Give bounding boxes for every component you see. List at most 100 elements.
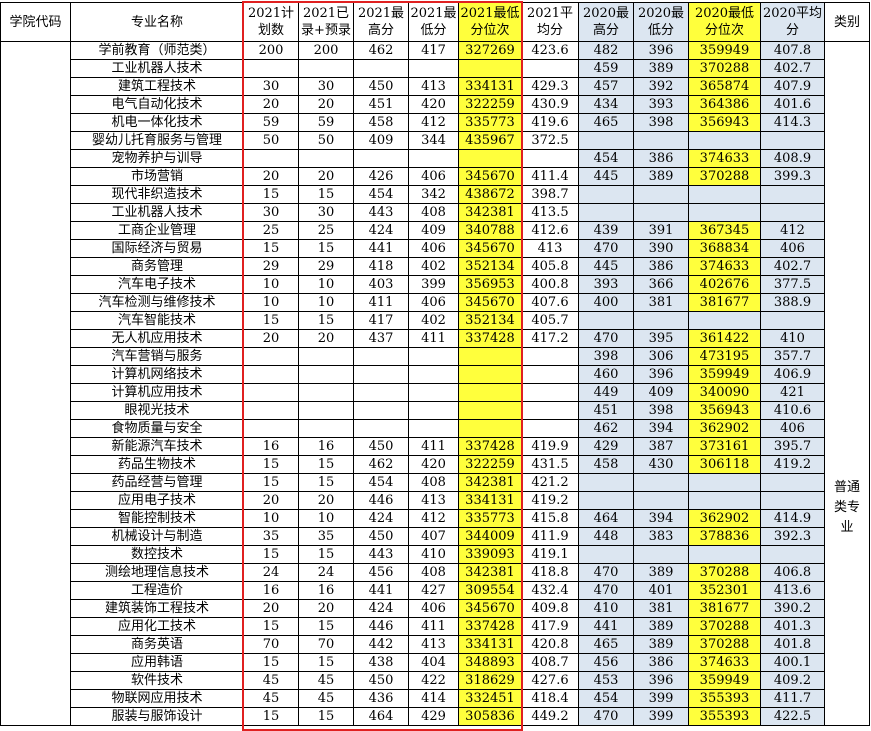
- header-row: 学院代码 专业名称 2021计划数 2021已录+预录 2021最高分 2021最低分 20…: [0, 2, 870, 42]
- score-cell: [298, 149, 354, 168]
- score-cell: 392: [633, 77, 689, 96]
- score-cell: 462: [353, 455, 409, 474]
- score-cell: 446: [353, 617, 409, 636]
- score-cell: 322259: [458, 95, 522, 114]
- score-cell: [408, 365, 459, 384]
- score-cell: 356953: [458, 275, 522, 294]
- table-row: 食物质量与安全 462 394 362902 406: [1, 419, 870, 438]
- column-header: 专业名称: [70, 2, 244, 42]
- score-cell: 306118: [688, 455, 761, 474]
- score-cell: 454: [578, 689, 634, 708]
- score-cell: 446: [353, 491, 409, 510]
- score-cell: 10: [298, 275, 354, 294]
- score-cell: 411: [408, 617, 459, 636]
- table-row: 数控技术 15 15 443 410 339093 419.1: [1, 545, 870, 564]
- score-cell: 396: [633, 41, 689, 60]
- score-cell: 389: [633, 635, 689, 654]
- score-cell: 364386: [688, 95, 761, 114]
- score-cell: 334131: [458, 635, 522, 654]
- score-cell: 355393: [688, 707, 761, 726]
- score-cell: 16: [298, 581, 354, 600]
- score-cell: 430: [633, 455, 689, 474]
- score-cell: 409: [408, 221, 459, 240]
- major-name: 服装与服饰设计: [70, 707, 244, 726]
- score-cell: 35: [243, 527, 299, 546]
- score-cell: 482: [578, 41, 634, 60]
- score-cell: 50: [243, 131, 299, 150]
- score-cell: 386: [633, 149, 689, 168]
- score-cell: 70: [298, 635, 354, 654]
- major-name: 商务英语: [70, 635, 244, 654]
- column-header: 2020最低分: [633, 2, 689, 42]
- score-cell: 417.2: [521, 329, 579, 348]
- score-cell: 407.9: [760, 77, 825, 96]
- score-cell: [633, 131, 689, 150]
- score-cell: 395: [633, 329, 689, 348]
- score-cell: 20: [298, 599, 354, 618]
- score-cell: 406: [408, 239, 459, 258]
- score-cell: 459: [578, 59, 634, 78]
- score-cell: 381677: [688, 599, 761, 618]
- score-cell: 342: [408, 185, 459, 204]
- score-cell: 401.6: [760, 95, 825, 114]
- score-cell: 402.7: [760, 257, 825, 276]
- score-cell: 10: [298, 509, 354, 528]
- score-cell: 407.6: [521, 293, 579, 312]
- score-cell: 409: [633, 383, 689, 402]
- score-cell: [408, 59, 459, 78]
- score-cell: 399.3: [760, 167, 825, 186]
- major-name: 现代非织造技术: [70, 185, 244, 204]
- score-cell: 378836: [688, 527, 761, 546]
- table-row: 服装与服饰设计 15 15 464 429 305836 449.2 470 399 355393…: [1, 707, 870, 726]
- score-cell: 388.9: [760, 293, 825, 312]
- major-name: 机电一体化技术: [70, 113, 244, 132]
- score-cell: 406.9: [760, 365, 825, 384]
- score-cell: 29: [298, 257, 354, 276]
- score-cell: 20: [298, 491, 354, 510]
- score-cell: 406: [408, 599, 459, 618]
- major-name: 新能源汽车技术: [70, 437, 244, 456]
- score-cell: 396: [633, 671, 689, 690]
- score-cell: [578, 185, 634, 204]
- score-cell: 15: [298, 653, 354, 672]
- score-cell: 429.3: [521, 77, 579, 96]
- major-name: 婴幼儿托育服务与管理: [70, 131, 244, 150]
- score-cell: 411: [353, 293, 409, 312]
- major-name: 国际经济与贸易: [70, 239, 244, 258]
- score-cell: [243, 149, 299, 168]
- score-cell: 30: [243, 77, 299, 96]
- score-cell: 361422: [688, 329, 761, 348]
- score-cell: 443: [353, 203, 409, 222]
- column-header: 2021最高分: [353, 2, 409, 42]
- score-cell: 15: [298, 455, 354, 474]
- score-cell: 35: [298, 527, 354, 546]
- score-cell: 462: [353, 41, 409, 60]
- table-row: 工业机器人技术 30 30 443 408 342381 413.5: [1, 203, 870, 222]
- score-cell: 413: [408, 77, 459, 96]
- column-header: 2021最低分位次: [458, 2, 522, 42]
- score-cell: 387: [633, 437, 689, 456]
- table-row: 工程造价 16 16 441 427 309554 432.4 470 401 352301 413…: [1, 581, 870, 600]
- score-cell: 374633: [688, 149, 761, 168]
- score-cell: 419.2: [521, 491, 579, 510]
- score-cell: [760, 185, 825, 204]
- score-cell: 432.4: [521, 581, 579, 600]
- score-cell: 389: [633, 563, 689, 582]
- score-cell: 419.6: [521, 113, 579, 132]
- score-cell: 362902: [688, 419, 761, 438]
- score-cell: 356943: [688, 113, 761, 132]
- score-cell: 398.7: [521, 185, 579, 204]
- major-name: 物联网应用技术: [70, 689, 244, 708]
- table-row: 汽车营销与服务 398 306 473195 357.7: [1, 347, 870, 366]
- score-cell: 442: [353, 635, 409, 654]
- score-cell: 367345: [688, 221, 761, 240]
- score-cell: 344: [408, 131, 459, 150]
- score-cell: 50: [298, 131, 354, 150]
- score-cell: 398: [633, 113, 689, 132]
- score-cell: 16: [298, 437, 354, 456]
- score-cell: 419.9: [521, 437, 579, 456]
- table-row: 建筑工程技术 30 30 450 413 334131 429.3 457 392 365874 4…: [1, 77, 870, 96]
- score-cell: 454: [353, 473, 409, 492]
- score-cell: 414.9: [760, 509, 825, 528]
